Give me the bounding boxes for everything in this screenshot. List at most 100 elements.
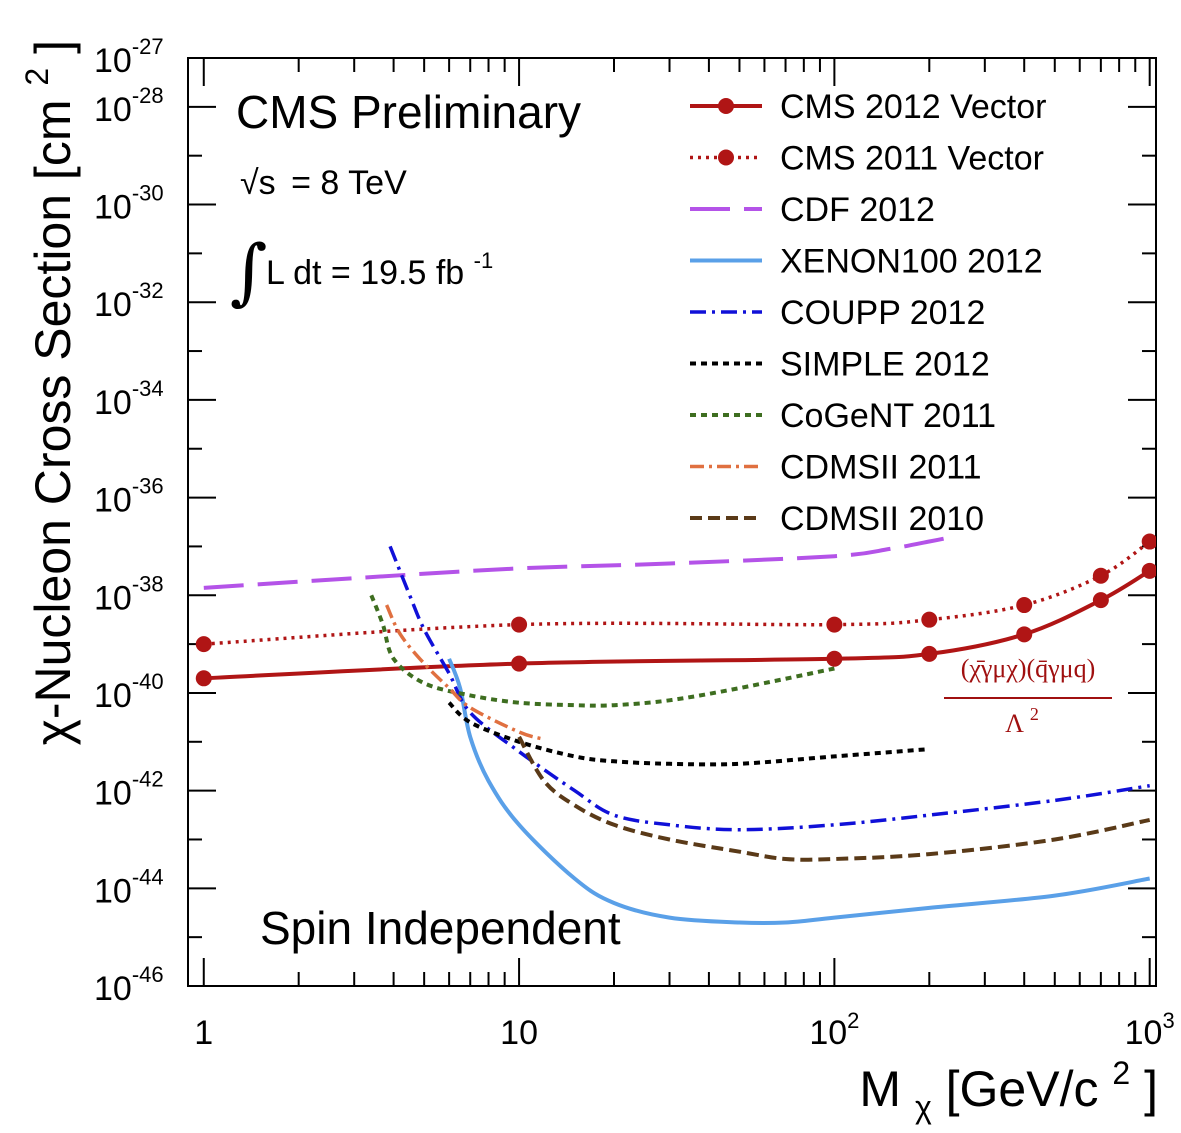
x-tick-base: 10: [500, 1014, 538, 1052]
y-tick-exp: -42: [132, 767, 164, 792]
x-tick-label: 103: [1125, 1008, 1175, 1052]
y-tick-base: 10: [94, 91, 132, 129]
y-tick-label: 10-46: [94, 962, 164, 1008]
legend-label-cms-2012-vector: CMS 2012 Vector: [780, 88, 1046, 126]
series-line-cms-2012-vector: [203, 569, 1151, 681]
legend-marker-cms-2011-vector: [718, 149, 734, 166]
y-tick-label: 10-32: [94, 278, 164, 324]
x-tick-base: 10: [809, 1014, 847, 1052]
series-line-xenon100-2012: [447, 658, 1151, 926]
legend: CMS 2012 Vector CMS 2011 Vector CDF 2012 XE…: [690, 88, 1046, 538]
y-tick-label: 10-40: [94, 669, 164, 715]
x-tick-exp: 2: [847, 1008, 859, 1033]
data-point-cms-2012-vector: [511, 655, 528, 672]
legend-label-coupp-2012: COUPP 2012: [780, 294, 985, 332]
x-tick-label: 1: [194, 1014, 213, 1052]
x-axis-close: ]: [1144, 1061, 1158, 1117]
y-tick-label: 10-27: [94, 34, 164, 80]
y-tick-exp: -32: [132, 278, 164, 303]
y-tick-exp: -34: [132, 376, 164, 401]
y-tick-exp: -38: [132, 571, 164, 596]
x-axis-sub: χ: [915, 1089, 932, 1125]
series-line-simple-2012: [447, 701, 930, 767]
x-tick-label: 102: [809, 1008, 859, 1052]
series-line-cms-2011-vector: [203, 540, 1151, 646]
data-point-cms-2012-vector: [1141, 562, 1156, 579]
x-minor-ticks: [202, 58, 1151, 986]
y-tick-base: 10: [94, 970, 132, 1008]
x-tick-label: 10: [500, 1014, 538, 1052]
x-axis-title: M χ [GeV/c 2 ]: [859, 1039, 1158, 1129]
y-tick-base: 10: [94, 189, 132, 227]
y-tick-label: 10-38: [94, 571, 164, 617]
x-tick-base: 1: [194, 1014, 213, 1052]
data-point-cms-2011-vector: [1141, 533, 1156, 550]
legend-label-cdf-2012: CDF 2012: [780, 191, 935, 229]
y-tick-base: 10: [94, 872, 132, 910]
data-point-cms-2012-vector: [1016, 626, 1033, 643]
x-axis-unit: [GeV/c: [946, 1061, 1099, 1117]
y-tick-label: 10-34: [94, 376, 164, 422]
lambda-exp: 2: [1030, 704, 1039, 724]
legend-label-xenon100-2012: XENON100 2012: [780, 243, 1043, 281]
energy-annotation: √s = 8 TeV: [240, 164, 407, 202]
spin-annotation: Spin Independent: [260, 902, 621, 954]
y-axis-title: χ-Nucleon Cross Section [cm 2 ]: [3, 40, 81, 745]
y-tick-label: 10-42: [94, 767, 164, 813]
y-tick-label: 10-28: [94, 83, 164, 129]
data-point-cms-2011-vector: [921, 611, 938, 628]
legend-label-cms-2011-vector: CMS 2011 Vector: [780, 140, 1044, 178]
data-point-cms-2012-vector: [826, 650, 843, 667]
legend-label-cdmsii-2011: CDMSII 2011: [780, 449, 982, 487]
series-line-cogent-2011: [369, 594, 835, 708]
y-tick-exp: -40: [132, 669, 164, 694]
y-tick-base: 10: [94, 384, 132, 422]
y-tick-base: 10: [94, 677, 132, 715]
chart-title: CMS Preliminary: [236, 86, 581, 138]
data-point-cms-2011-vector: [1016, 597, 1033, 614]
x-axis-main: M: [859, 1061, 901, 1117]
x-tick-labels: 1 10 102 103: [194, 1008, 1174, 1052]
x-tick-exp: 3: [1162, 1008, 1174, 1033]
data-point-cms-2011-vector: [826, 616, 843, 633]
y-tick-labels: 10-4610-4410-4210-4010-3810-3610-3410-32…: [94, 34, 164, 1008]
data-point-cms-2011-vector: [1092, 567, 1109, 584]
data-point-cms-2011-vector: [511, 616, 528, 633]
lumi-integral: ∫: [230, 229, 268, 313]
sqrt-symbol: √s: [240, 164, 276, 202]
y-axis-exp: 2: [19, 68, 55, 86]
y-tick-base: 10: [94, 482, 132, 520]
formula-numerator: (χ̄γμχ)(q̄γμq): [961, 654, 1096, 683]
y-tick-label: 10-30: [94, 181, 164, 227]
y-tick-base: 10: [94, 579, 132, 617]
legend-marker-cms-2012-vector: [718, 98, 734, 114]
lumi-annotation: L dt = 19.5 fb -1: [266, 248, 493, 292]
y-tick-exp: -30: [132, 181, 164, 206]
data-point-cms-2012-vector: [1092, 592, 1109, 609]
y-tick-base: 10: [94, 775, 132, 813]
y-tick-exp: -28: [132, 83, 164, 108]
y-axis-main: χ-Nucleon Cross Section [cm: [25, 100, 81, 746]
energy-value: = 8 TeV: [291, 164, 407, 202]
data-point-cms-2012-vector: [921, 645, 938, 662]
series-line-cdf-2012: [203, 535, 949, 590]
y-tick-exp: -46: [132, 962, 164, 987]
series-line-coupp-2012: [388, 545, 1150, 832]
formula-denominator: Λ 2: [1005, 704, 1039, 738]
y-tick-exp: -36: [132, 474, 164, 499]
lumi-exp: -1: [474, 248, 494, 273]
lumi-body: L dt = 19.5 fb: [266, 254, 464, 292]
y-tick-exp: -44: [132, 864, 164, 889]
legend-label-cogent-2011: CoGeNT 2011: [780, 397, 996, 435]
series-line-cdmsii-2011: [385, 604, 545, 741]
y-tick-label: 10-44: [94, 864, 164, 910]
y-tick-base: 10: [94, 286, 132, 324]
data-point-cms-2011-vector: [195, 636, 212, 653]
plot-frame: [187, 57, 1157, 987]
y-axis-close: ]: [25, 40, 81, 54]
series-layer: [195, 533, 1156, 926]
x-tick-base: 10: [1125, 1014, 1163, 1052]
lambda: Λ: [1005, 709, 1024, 738]
x-axis-unit-exp: 2: [1112, 1055, 1130, 1091]
